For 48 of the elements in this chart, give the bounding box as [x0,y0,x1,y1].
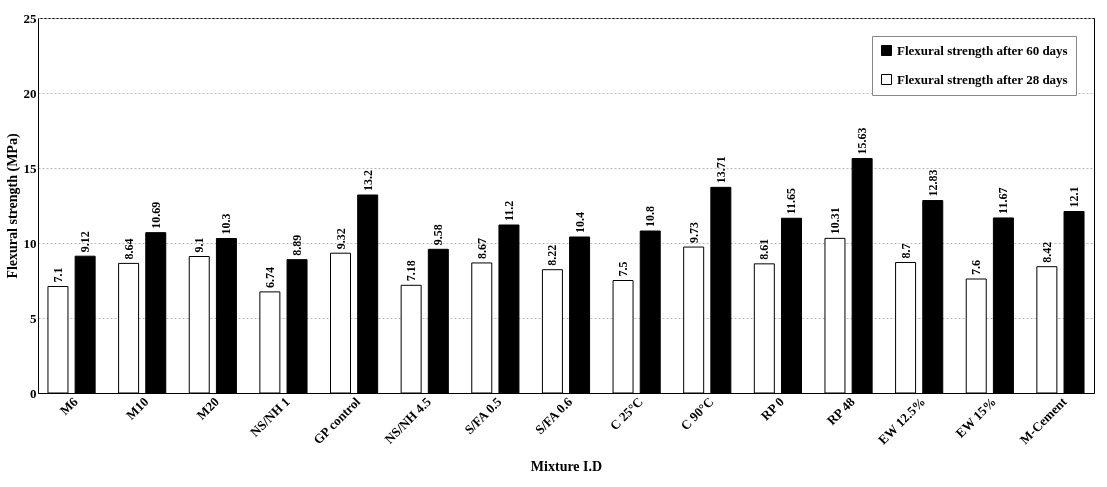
data-label: 11.65 [784,187,799,215]
data-label: 10.4 [572,212,587,233]
x-tick-label: RP 0 [757,394,788,424]
data-label: 11.67 [996,187,1011,214]
y-tick-label: 20 [23,85,37,101]
data-label: 6.74 [262,266,277,288]
data-label: 8.7 [898,243,913,259]
y-axis-title: Flexural strength (MPa) [4,133,21,279]
x-tick-label: M10 [122,394,152,423]
data-label: 11.2 [501,200,516,221]
data-label: 9.58 [431,224,446,246]
data-label: 15.63 [855,127,870,155]
data-label: 8.42 [1039,241,1054,263]
y-tick-label: 5 [30,310,37,326]
data-label: 7.1 [50,267,65,283]
y-tick-label: 25 [23,10,37,26]
data-label: 9.12 [78,231,93,253]
data-label: 12.83 [925,169,940,197]
y-tick-label: 10 [23,235,37,251]
data-label: 8.89 [290,234,305,256]
x-tick-label: S/FA 0.5 [461,393,505,438]
x-tick-label: M20 [193,394,223,423]
x-tick-label: M6 [56,393,82,418]
data-label: 8.22 [545,244,560,266]
data-label: 7.18 [404,260,419,282]
x-axis-title: Mixture I.D [530,458,603,474]
legend-label: Flexural strength after 28 days [897,71,1068,87]
data-label: 9.32 [333,228,348,250]
data-label: 10.3 [219,213,234,235]
data-label: 8.67 [474,237,489,259]
data-label: 13.71 [713,156,728,184]
data-label: 13.2 [360,170,375,191]
data-label: 8.61 [757,238,772,260]
x-tick-label: EW 15% [952,394,1000,441]
y-tick-label: 15 [23,160,37,176]
data-label: 8.64 [121,238,136,260]
data-label: 7.6 [969,260,984,275]
x-tick-label: S/FA 0.6 [532,393,576,438]
data-label: 10.8 [643,206,658,227]
y-tick-label: 0 [30,385,37,401]
data-label: 12.1 [1067,186,1082,208]
data-label: 9.73 [686,222,701,244]
data-label: 9.1 [192,237,207,253]
data-label: 7.5 [616,261,631,277]
legend-label: Flexural strength after 60 days [897,42,1068,58]
data-label: 10.31 [827,207,842,235]
data-label: 10.69 [148,201,163,229]
x-tick-label: RP 48 [823,393,859,428]
